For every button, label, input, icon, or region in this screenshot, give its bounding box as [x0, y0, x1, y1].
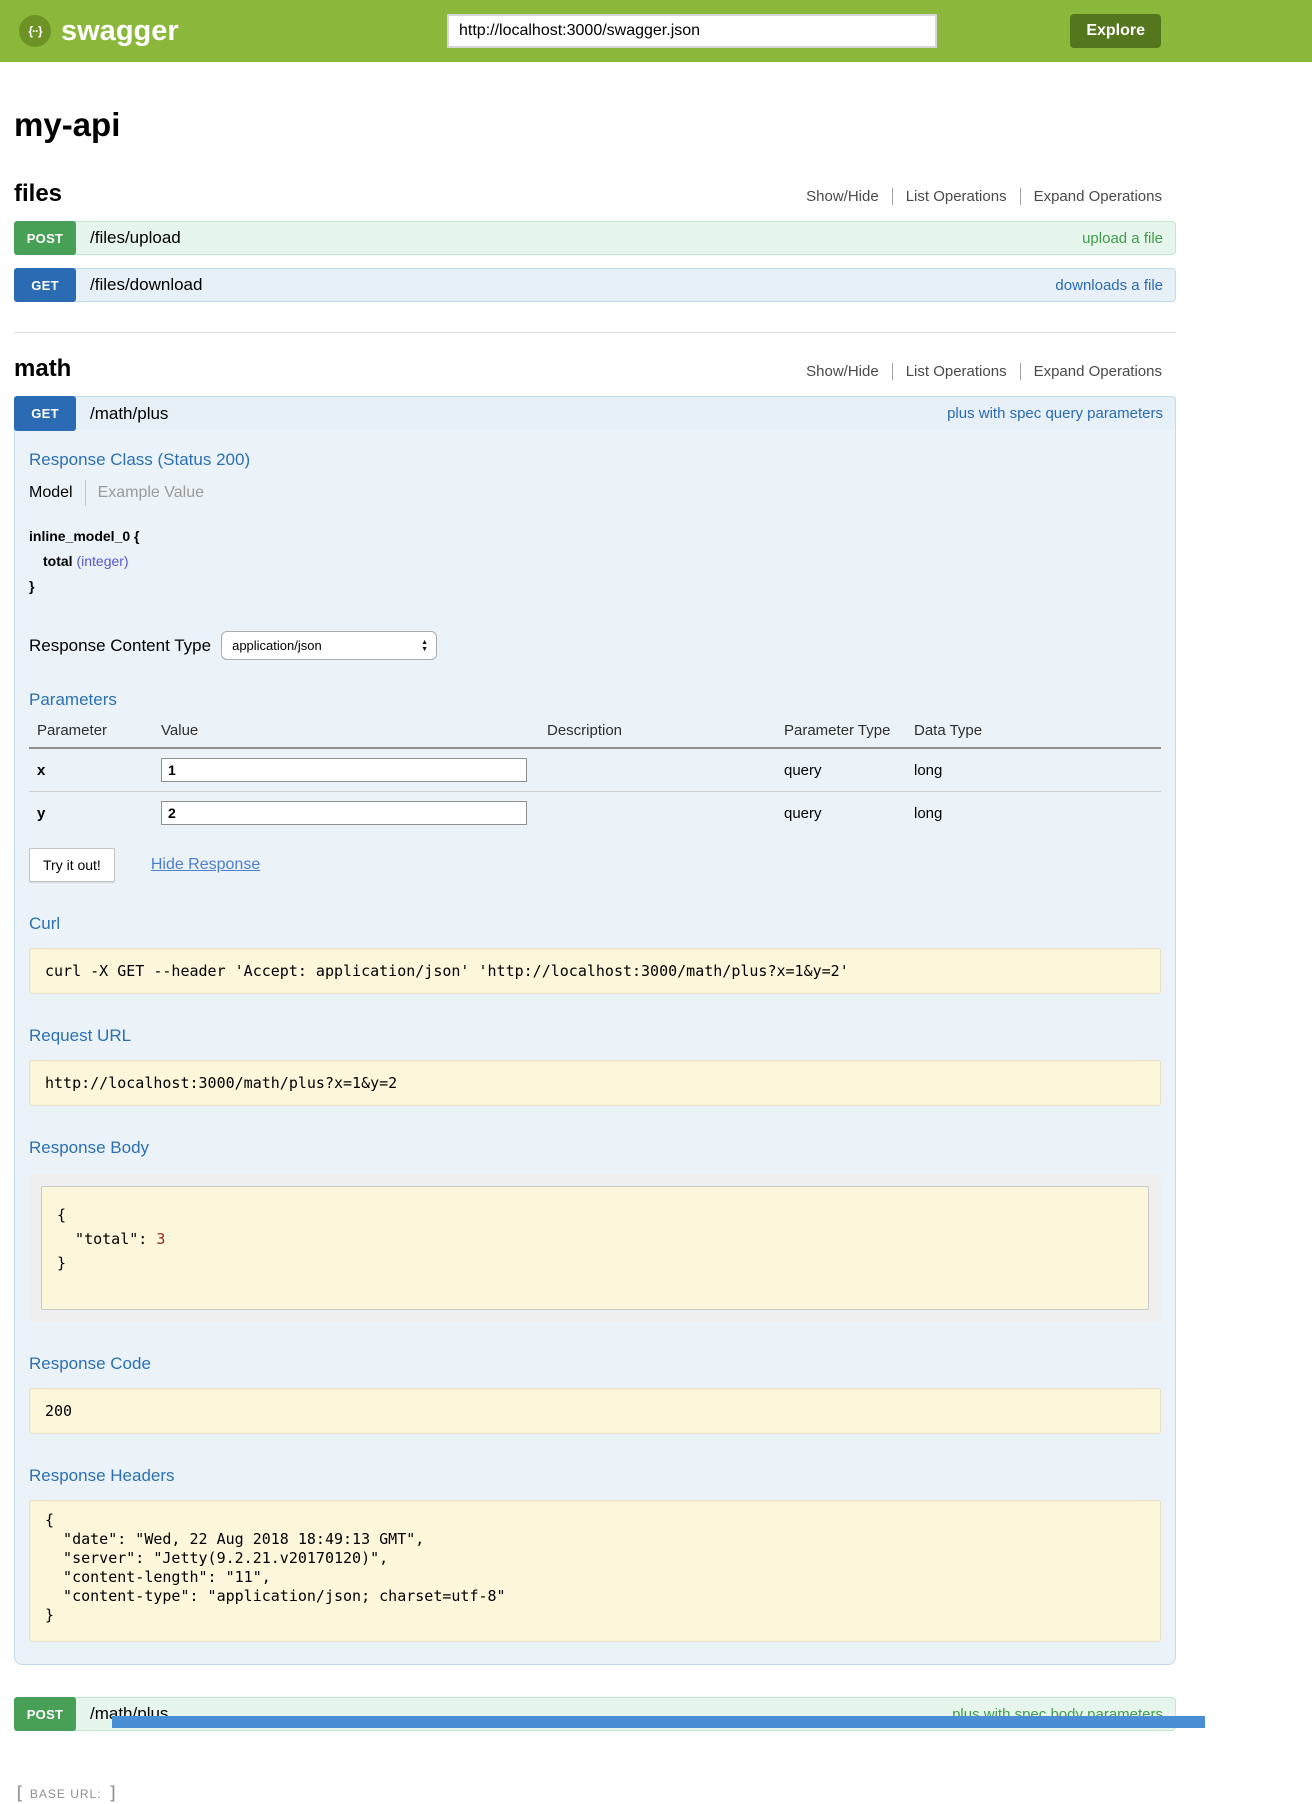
param-description-cell [547, 792, 784, 835]
explore-button[interactable]: Explore [1070, 14, 1161, 48]
swagger-braces-glyph: {··} [28, 24, 42, 38]
response-body-heading: Response Body [29, 1138, 150, 1157]
parameters-heading: Parameters [29, 690, 117, 709]
endpoint-files-upload-header[interactable]: POST /files/upload upload a file [14, 221, 1176, 255]
endpoint-path[interactable]: /files/download [90, 275, 203, 294]
base-url-label: BASE URL: [29, 1786, 102, 1801]
col-data-type: Data Type [914, 714, 1161, 749]
model-field-name: total [43, 553, 73, 569]
response-code-block: 200 [29, 1388, 1161, 1434]
response-body-wrap: { "total": 3 } [29, 1174, 1161, 1322]
resource-files-header: files Show/Hide List Operations Expand O… [14, 180, 1176, 208]
param-row-y: y query long [29, 792, 1161, 835]
col-parameter: Parameter [29, 714, 161, 749]
resource-math-options: Show/Hide List Operations Expand Operati… [793, 363, 1176, 380]
top-bar: {··} swagger Explore [0, 0, 1312, 62]
resource-math: math Show/Hide List Operations Expand Op… [14, 332, 1176, 1731]
resource-files: files Show/Hide List Operations Expand O… [14, 180, 1176, 302]
endpoint-files-download-header[interactable]: GET /files/download downloads a file [14, 268, 1176, 302]
expand-operations-link[interactable]: Expand Operations [1019, 188, 1162, 205]
try-row: Try it out! Hide Response [29, 848, 1161, 882]
request-url-block: http://localhost:3000/math/plus?x=1&y=2 [29, 1060, 1161, 1106]
request-url-heading: Request URL [29, 1026, 132, 1045]
hide-response-link[interactable]: Hide Response [150, 856, 261, 873]
response-content-type-value: application/json [232, 638, 322, 653]
tab-example-value[interactable]: Example Value [97, 484, 205, 501]
col-description: Description [547, 714, 784, 749]
param-y-input[interactable] [161, 801, 527, 825]
param-type-cell: query [784, 804, 822, 822]
base-url-footer: [ BASE URL: ] [14, 1783, 1176, 1804]
model-tabs: Model Example Value [29, 480, 1161, 506]
response-code-heading: Response Code [29, 1354, 151, 1373]
parameters-table: Parameter Value Description Parameter Ty… [29, 714, 1161, 834]
base-url-open-bracket: [ [14, 1783, 25, 1804]
parameters-header-row: Parameter Value Description Parameter Ty… [29, 714, 1161, 749]
response-class-heading: Response Class (Status 200) [29, 450, 251, 469]
json-open-brace: { [57, 1206, 67, 1224]
brand-title: swagger [61, 14, 179, 47]
endpoint-path[interactable]: /math/plus [90, 403, 169, 423]
model-name: inline_model_0 { [29, 528, 140, 544]
post-method-badge: POST [14, 1697, 76, 1731]
post-method-badge: POST [14, 221, 76, 255]
curl-command-block: curl -X GET --header 'Accept: applicatio… [29, 948, 1161, 994]
bottom-partial-element-bar [112, 1716, 1205, 1728]
endpoint-math-plus-get-header[interactable]: GET /math/plus plus with spec query para… [14, 396, 1176, 431]
api-title: my-api [14, 106, 121, 143]
col-parameter-type: Parameter Type [784, 714, 914, 749]
data-type-cell: long [914, 748, 1161, 792]
json-key: "total": [57, 1230, 157, 1248]
base-url-close-bracket: ] [107, 1783, 119, 1804]
response-content-type-row: Response Content Type application/json ▲… [29, 631, 1161, 660]
col-value: Value [161, 714, 547, 749]
list-operations-link[interactable]: List Operations [891, 363, 1020, 380]
response-content-type-label: Response Content Type [29, 635, 212, 655]
param-x-input[interactable] [161, 758, 527, 782]
model-close-brace: } [29, 578, 35, 594]
param-name: x [29, 748, 161, 792]
resource-files-title: files [14, 180, 63, 207]
endpoint-summary: plus with spec query parameters [947, 405, 1163, 422]
endpoint-path[interactable]: /files/upload [90, 228, 181, 247]
model-field-type: (integer) [76, 553, 129, 569]
try-it-out-button[interactable]: Try it out! [29, 848, 115, 882]
json-number-value: 3 [156, 1230, 166, 1248]
model-field: total (integer) [29, 549, 1161, 574]
expand-operations-link[interactable]: Expand Operations [1019, 363, 1162, 380]
tab-model[interactable]: Model [29, 484, 73, 501]
endpoint-files-upload: POST /files/upload upload a file [14, 221, 1176, 255]
operation-panel: Response Class (Status 200) Model Exampl… [14, 430, 1176, 1665]
param-name: y [37, 804, 46, 822]
endpoint-files-download: GET /files/download downloads a file [14, 268, 1176, 302]
endpoint-math-plus-get: GET /math/plus plus with spec query para… [14, 396, 1176, 1665]
param-description-cell [547, 748, 784, 792]
response-content-type-select[interactable]: application/json ▲ ▼ [221, 631, 438, 660]
response-headers-block: { "date": "Wed, 22 Aug 2018 18:49:13 GMT… [29, 1500, 1161, 1642]
model-signature: inline_model_0 { total (integer) } [29, 524, 1161, 599]
main-container: my-api files Show/Hide List Operations E… [14, 106, 1176, 1804]
swagger-braces-icon: {··} [19, 15, 51, 47]
get-method-badge: GET [14, 268, 76, 302]
tab-divider [84, 480, 86, 506]
resource-math-title: math [14, 355, 72, 382]
json-close-brace: } [57, 1254, 67, 1272]
spec-url-input[interactable] [447, 14, 937, 48]
swagger-logo[interactable]: {··} swagger [19, 15, 179, 48]
param-type-cell: query [784, 748, 914, 792]
endpoint-summary: upload a file [1082, 229, 1163, 247]
resource-math-header: math Show/Hide List Operations Expand Op… [14, 355, 1176, 383]
response-body-block: { "total": 3 } [41, 1186, 1149, 1310]
get-method-badge: GET [14, 396, 76, 431]
select-arrows-icon: ▲ ▼ [421, 639, 429, 653]
endpoint-summary: downloads a file [1055, 276, 1163, 294]
show-hide-link[interactable]: Show/Hide [806, 363, 879, 380]
data-type-cell: long [914, 804, 943, 822]
response-headers-heading: Response Headers [29, 1466, 175, 1485]
curl-heading: Curl [29, 914, 61, 933]
resource-files-options: Show/Hide List Operations Expand Operati… [793, 188, 1176, 205]
show-hide-link[interactable]: Show/Hide [806, 188, 879, 205]
list-operations-link[interactable]: List Operations [891, 188, 1020, 205]
param-row-x: x query long [29, 748, 1161, 792]
